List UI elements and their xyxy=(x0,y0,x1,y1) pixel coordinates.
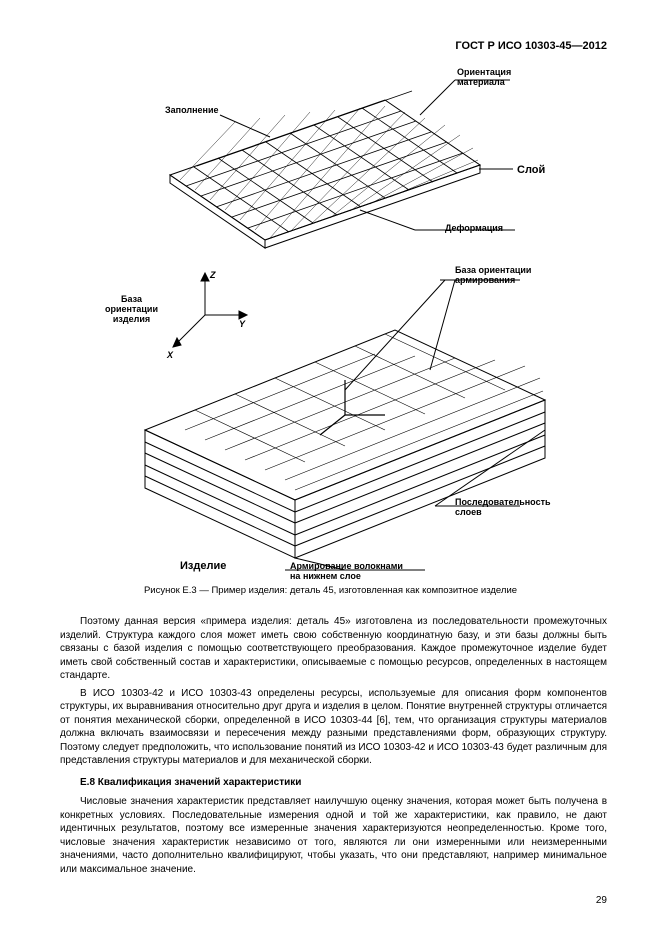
label-sequence-layers: Последовательностьслоев xyxy=(455,498,551,518)
paragraph-2: В ИСО 10303-42 и ИСО 10303-43 определены… xyxy=(60,687,607,768)
axes xyxy=(173,273,247,347)
label-material-orientation: Ориентацияматериала xyxy=(457,68,511,88)
label-fiber-reinforcement: Армирование волокнамина нижнем слое xyxy=(290,562,403,582)
label-deformation: Деформация xyxy=(445,224,503,234)
body-text: Поэтому данная версия «примера изделия: … xyxy=(60,615,607,880)
page: ГОСТ Р ИСО 10303-45—2012 xyxy=(0,0,661,936)
svg-text:Z: Z xyxy=(209,270,216,280)
label-reinf-orientation-base: База ориентацииармирования xyxy=(455,266,531,286)
product-block xyxy=(145,330,545,558)
label-fill: Заполнение xyxy=(165,106,219,116)
page-number: 29 xyxy=(596,895,607,906)
figure-caption: Рисунок Е.3 — Пример изделия: деталь 45,… xyxy=(0,585,661,596)
label-layer: Слой xyxy=(517,164,545,176)
svg-text:Y: Y xyxy=(239,319,246,329)
standard-code: ГОСТ Р ИСО 10303-45—2012 xyxy=(455,40,607,52)
paragraph-1: Поэтому данная версия «примера изделия: … xyxy=(60,615,607,683)
label-product-orientation-base: Базаориентацииизделия xyxy=(105,295,158,325)
svg-text:X: X xyxy=(166,350,174,360)
paragraph-3: Числовые значения характеристик представ… xyxy=(60,795,607,876)
figure-e3: Z Y X xyxy=(85,70,575,575)
section-heading-e8: Е.8 Квалификация значений характеристики xyxy=(60,776,607,790)
label-product: Изделие xyxy=(180,560,226,572)
